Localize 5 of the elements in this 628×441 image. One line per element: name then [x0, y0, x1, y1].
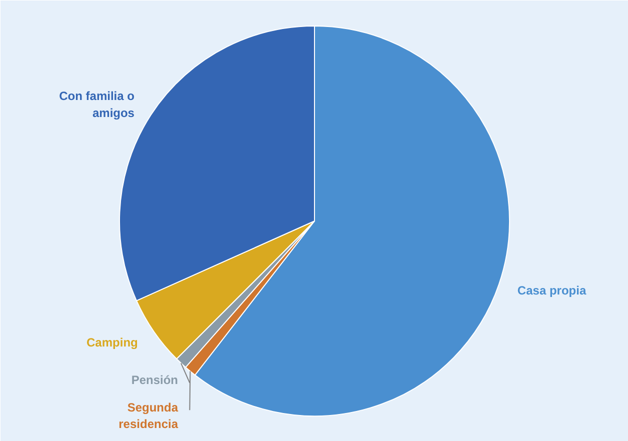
- slice-label: Camping: [86, 336, 138, 350]
- slice-label: Con familia o amigos: [59, 88, 135, 120]
- slice-label: Pensión: [131, 373, 178, 388]
- slice-label: Casa propia: [517, 283, 586, 298]
- slice-label: Segunda residencia: [118, 400, 178, 432]
